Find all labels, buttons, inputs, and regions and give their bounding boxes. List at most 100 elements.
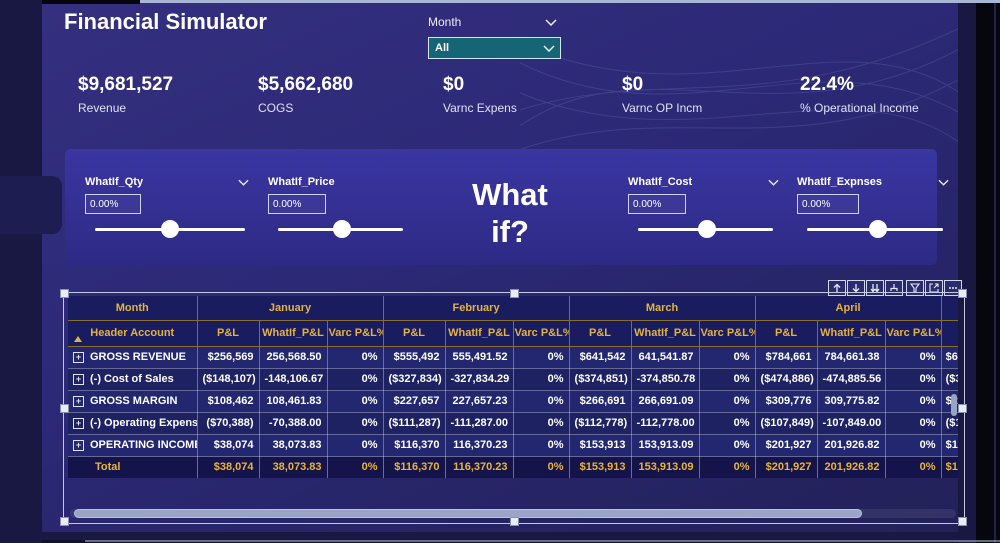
expand-icon[interactable] [73, 395, 84, 407]
cell[interactable]: $201,927 [755, 434, 818, 457]
cell[interactable]: 38,073.83 [259, 434, 328, 457]
vertical-scrollbar-thumb[interactable] [951, 394, 957, 416]
whatif-qty-input[interactable] [85, 194, 141, 214]
whatif-expenses-input[interactable] [797, 194, 859, 214]
cell[interactable]: $227,657 [383, 390, 446, 413]
subheader-pl[interactable]: P&L [755, 320, 818, 347]
cell[interactable]: 0% [885, 368, 942, 391]
cell[interactable]: -327,834.29 [445, 368, 514, 391]
cell[interactable]: $116,370 [383, 434, 446, 457]
cell[interactable]: 0% [327, 456, 384, 478]
cell[interactable]: $153,913 [569, 434, 632, 457]
chevron-down-icon[interactable] [545, 19, 557, 26]
cell[interactable]: ($474,886) [755, 368, 818, 391]
table-row[interactable]: (-) Operating Expenses ($70,388)-70,388.… [68, 412, 958, 435]
whatif-price-input[interactable] [268, 194, 326, 214]
cell[interactable]: ($107,849) [755, 412, 818, 435]
cell[interactable]: 0% [513, 390, 570, 413]
whatif-price-slider-thumb[interactable] [333, 220, 351, 238]
expand-icon[interactable] [73, 373, 84, 385]
whatif-expenses-slider-thumb[interactable] [869, 220, 887, 238]
chevron-down-icon[interactable] [238, 179, 249, 186]
month-header-january[interactable]: January [197, 296, 384, 321]
cell[interactable]: ($111,287) [383, 412, 446, 435]
focus-mode-icon[interactable] [925, 280, 943, 296]
cell-cutoff[interactable]: $1 [941, 434, 958, 457]
cell[interactable]: 0% [885, 456, 942, 478]
cell[interactable]: 0% [513, 434, 570, 457]
expand-icon[interactable] [73, 351, 84, 363]
account-cell[interactable]: GROSS REVENUE [68, 346, 198, 369]
drill-down-icon[interactable] [847, 280, 865, 296]
cell[interactable]: ($70,388) [197, 412, 260, 435]
account-cell[interactable]: (-) Cost of Sales [68, 368, 198, 391]
cell[interactable]: 0% [513, 456, 570, 478]
cell-cutoff[interactable]: ($3 [941, 368, 958, 391]
cell[interactable]: 201,926.82 [817, 456, 886, 478]
cell[interactable]: 0% [699, 346, 756, 369]
cell[interactable]: ($327,834) [383, 368, 446, 391]
cell[interactable]: -112,778.00 [631, 412, 700, 435]
cell[interactable]: 0% [885, 346, 942, 369]
cell[interactable]: 309,775.82 [817, 390, 886, 413]
whatif-cost-input[interactable] [628, 194, 686, 214]
cell[interactable]: 201,926.82 [817, 434, 886, 457]
cell[interactable]: -70,388.00 [259, 412, 328, 435]
cell[interactable]: 116,370.23 [445, 456, 514, 478]
cell[interactable]: 0% [513, 346, 570, 369]
cell[interactable]: 0% [513, 368, 570, 391]
cell[interactable]: 0% [885, 434, 942, 457]
corner-header[interactable]: Month [68, 296, 198, 321]
cell[interactable]: 0% [327, 346, 384, 369]
cell[interactable]: ($112,778) [569, 412, 632, 435]
subheader-varc-pl[interactable]: Varc P&L% [699, 320, 756, 347]
subheader-pl[interactable]: P&L [197, 320, 260, 347]
cell[interactable]: -474,885.56 [817, 368, 886, 391]
more-options-icon[interactable] [944, 280, 962, 296]
cell[interactable]: 153,913.09 [631, 456, 700, 478]
horizontal-scrollbar-thumb[interactable] [74, 509, 862, 518]
cell-cutoff[interactable]: $6 [941, 346, 958, 369]
subheader-varc-pl[interactable]: Varc P&L% [513, 320, 570, 347]
cell[interactable]: 0% [699, 390, 756, 413]
cell[interactable]: 641,541.87 [631, 346, 700, 369]
account-cell[interactable]: OPERATING INCOME [68, 434, 198, 457]
filter-icon[interactable] [906, 280, 924, 296]
account-cell[interactable]: GROSS MARGIN [68, 390, 198, 413]
expand-icon[interactable] [73, 417, 84, 429]
subheader-pl[interactable]: P&L [569, 320, 632, 347]
subheader-whatif-pl[interactable]: WhatIf_P&L [631, 320, 700, 347]
cell[interactable]: $256,569 [197, 346, 260, 369]
cell[interactable]: 227,657.23 [445, 390, 514, 413]
account-cell[interactable]: Total [68, 456, 198, 478]
cell[interactable]: 153,913.09 [631, 434, 700, 457]
cell[interactable]: 0% [513, 412, 570, 435]
cell[interactable]: 0% [885, 412, 942, 435]
cell[interactable]: 0% [699, 412, 756, 435]
expand-icon[interactable] [73, 439, 84, 451]
month-header-february[interactable]: February [383, 296, 570, 321]
cell[interactable]: 0% [699, 456, 756, 478]
row-header[interactable]: Header Account [68, 320, 198, 347]
cell[interactable]: $153,913 [569, 456, 632, 478]
cell[interactable]: -111,287.00 [445, 412, 514, 435]
cell[interactable]: $309,776 [755, 390, 818, 413]
sort-ascending-icon[interactable] [74, 335, 82, 342]
table-row[interactable]: (-) Cost of Sales ($148,107)-148,106.670… [68, 368, 958, 391]
table-total-row[interactable]: Total $38,074 38,073.83 0% $116,370 116,370… [68, 456, 958, 478]
cell[interactable]: 0% [699, 434, 756, 457]
subheader-whatif-pl[interactable]: WhatIf_P&L [259, 320, 328, 347]
cell[interactable]: 256,568.50 [259, 346, 328, 369]
cell[interactable]: 38,073.83 [259, 456, 328, 478]
cell[interactable]: 0% [327, 412, 384, 435]
cell[interactable]: $116,370 [383, 456, 446, 478]
chevron-down-icon[interactable] [938, 179, 949, 186]
account-cell[interactable]: (-) Operating Expenses [68, 412, 198, 435]
chevron-down-icon[interactable] [768, 179, 779, 186]
whatif-qty-slider-thumb[interactable] [161, 220, 179, 238]
whatif-cost-slider-thumb[interactable] [698, 220, 716, 238]
subheader-pl[interactable]: P&L [383, 320, 446, 347]
subheader-whatif-pl[interactable]: WhatIf_P&L [817, 320, 886, 347]
